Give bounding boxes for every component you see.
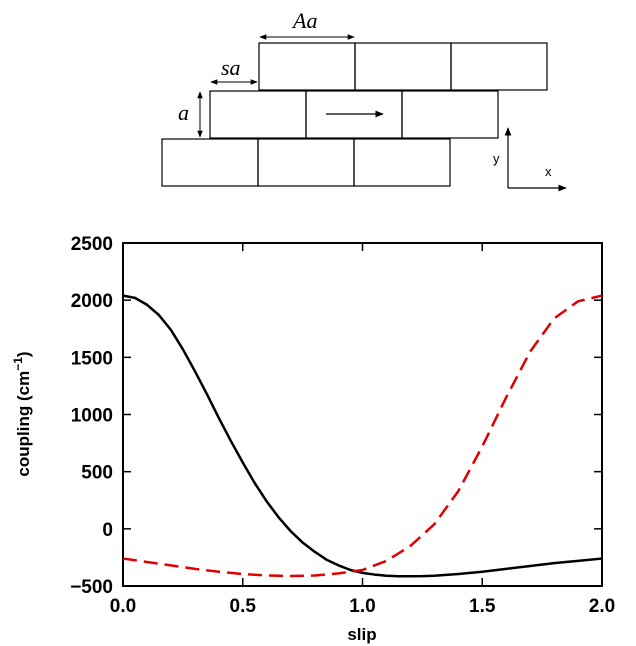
y-axis-title: coupling (cm−1) bbox=[11, 351, 33, 476]
height-label: a bbox=[178, 100, 189, 125]
x-tick-label: 0.5 bbox=[230, 596, 257, 617]
x-tick-label: 1.5 bbox=[469, 596, 496, 617]
brick bbox=[161, 138, 259, 187]
y-tick-label: 1500 bbox=[71, 348, 113, 369]
coupling-chart: 0.0 0.5 1.0 1.5 2.0−50005001000150020002500 … bbox=[11, 234, 615, 644]
brick-slip-diagram: Aa sa a y x bbox=[161, 8, 567, 192]
y-axis-title-main: coupling (cm bbox=[14, 371, 33, 477]
dashed-series-line bbox=[122, 294, 603, 578]
ticks bbox=[122, 242, 603, 587]
x-tick-label: 0.0 bbox=[110, 596, 136, 617]
y-axis-title-close: ) bbox=[14, 351, 33, 357]
brick bbox=[257, 138, 355, 187]
brick bbox=[209, 90, 307, 139]
tick-labels: 0.0 0.5 1.0 1.5 2.0 −500 0 500 1000 1500 2000 2500 bbox=[70, 234, 615, 617]
brick bbox=[354, 42, 452, 91]
y-axis-title-sup: −1 bbox=[11, 357, 25, 371]
x-tick-label: 1.0 bbox=[349, 596, 375, 617]
brick bbox=[353, 138, 451, 187]
brick bbox=[401, 90, 499, 139]
solid-series-line bbox=[122, 294, 603, 578]
x-axis-title: slip bbox=[347, 625, 376, 644]
x-axis-letter: x bbox=[545, 164, 552, 179]
length-label: Aa bbox=[291, 8, 317, 33]
y-tick-label: 500 bbox=[81, 463, 113, 484]
slip-label: sa bbox=[221, 55, 241, 80]
y-tick-label: 0 bbox=[102, 520, 113, 541]
y-tick-label: 1000 bbox=[71, 406, 113, 427]
y-axis-letter: y bbox=[493, 151, 500, 166]
y-tick-label: −500 bbox=[70, 577, 113, 598]
x-tick-label: 2.0 bbox=[589, 596, 615, 617]
plot-frame bbox=[122, 242, 603, 587]
brick bbox=[450, 42, 548, 91]
y-tick-label: 2500 bbox=[71, 234, 113, 255]
y-tick-label: 2000 bbox=[71, 291, 113, 312]
series-layer bbox=[122, 294, 603, 578]
brick bbox=[258, 42, 356, 91]
